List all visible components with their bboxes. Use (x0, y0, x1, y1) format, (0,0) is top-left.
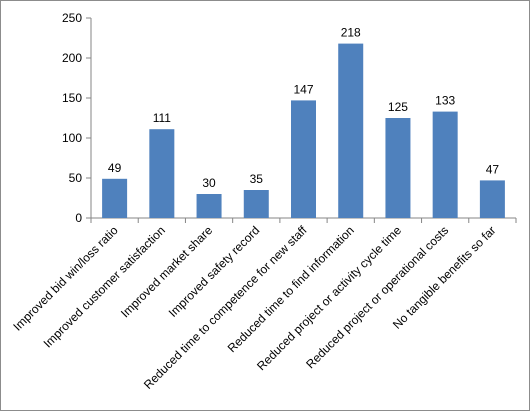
bar (385, 118, 411, 218)
category-label: Reduced time to competence for new staff (141, 223, 310, 392)
bar (479, 180, 505, 218)
data-label: 133 (435, 94, 455, 108)
data-label: 35 (250, 172, 264, 186)
data-label: 30 (202, 176, 216, 190)
y-tick-label: 250 (62, 11, 82, 25)
category-label: Improved market share (118, 223, 215, 320)
y-tick-label: 200 (62, 51, 82, 65)
bar (102, 178, 128, 218)
y-tick-label: 0 (75, 211, 82, 225)
data-label: 125 (388, 100, 408, 114)
y-tick-label: 150 (62, 91, 82, 105)
bar (196, 194, 222, 218)
y-tick-label: 50 (69, 171, 83, 185)
data-label: 218 (341, 26, 361, 40)
bar (432, 111, 458, 218)
data-label: 147 (293, 82, 313, 96)
y-tick-label: 100 (62, 131, 82, 145)
data-label: 47 (486, 162, 500, 176)
data-label: 111 (153, 111, 172, 125)
bar (338, 43, 364, 218)
bar (149, 129, 175, 218)
data-label: 49 (108, 161, 122, 175)
bar (243, 190, 269, 218)
bar (291, 100, 316, 218)
category-label: Improved safety record (166, 223, 263, 320)
